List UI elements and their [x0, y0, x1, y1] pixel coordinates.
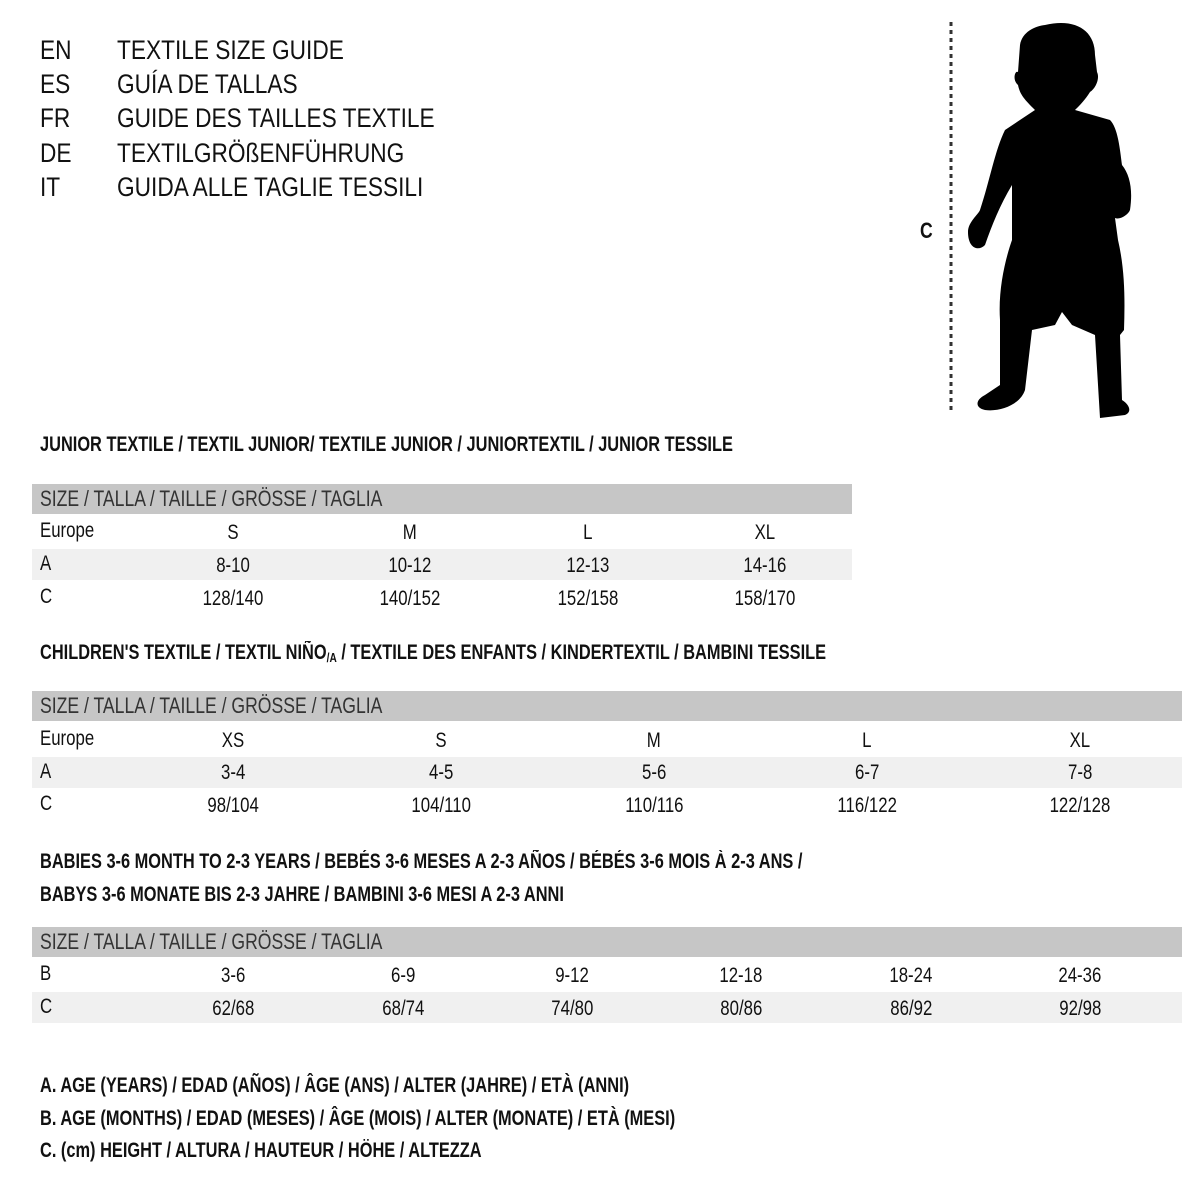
legend-c: C. (cm) HEIGHT / ALTURA / HAUTEUR / HÖHE…: [40, 1139, 482, 1162]
table-cell: 9-12: [555, 964, 589, 987]
table-cell: 5-6: [641, 761, 667, 784]
table-cell: 6-7: [854, 761, 880, 784]
title-de: TEXTILGRÖßENFÜHRUNG: [117, 138, 405, 168]
table-cell: 6-9: [390, 964, 416, 987]
babies-size-header: SIZE / TALLA / TAILLE / GRÖSSE / TAGLIA: [32, 927, 1182, 957]
lang-code-it: IT: [40, 172, 61, 202]
table-cell: 98/104: [207, 794, 259, 817]
table-cell: 12-18: [719, 964, 763, 987]
table-cell: XL: [1069, 729, 1091, 752]
row-label: C: [40, 585, 53, 608]
row-label: A: [40, 552, 52, 575]
table-cell: 7-8: [1067, 761, 1093, 784]
junior-size-header: SIZE / TALLA / TAILLE / GRÖSSE / TAGLIA: [32, 484, 852, 514]
table-cell: 122/128: [1049, 794, 1111, 817]
legend-b: B. AGE (MONTHS) / EDAD (MESES) / ÂGE (MO…: [40, 1107, 676, 1130]
table-cell: 68/74: [381, 997, 425, 1020]
title-es: GUÍA DE TALLAS: [117, 69, 298, 99]
title-fr: GUIDE DES TAILLES TEXTILE: [117, 103, 435, 133]
table-cell: 10-12: [388, 554, 432, 577]
table-cell: 140/152: [379, 587, 441, 610]
row-label: Europe: [40, 519, 95, 542]
table-cell: 12-13: [566, 554, 610, 577]
height-measure-label: C: [920, 218, 933, 243]
table-cell: M: [647, 729, 661, 752]
babies-heading-line2: BABYS 3-6 MONATE BIS 2-3 JAHRE / BAMBINI…: [40, 883, 564, 906]
table-cell: 14-16: [743, 554, 787, 577]
table-cell: XL: [754, 521, 776, 544]
table-cell: 80/86: [719, 997, 763, 1020]
table-cell: L: [862, 729, 872, 752]
table-cell: 158/170: [734, 587, 796, 610]
table-cell: L: [583, 521, 593, 544]
row-label: C: [40, 995, 53, 1018]
table-cell: 92/98: [1058, 997, 1102, 1020]
lang-code-fr: FR: [40, 103, 71, 133]
table-cell: 4-5: [428, 761, 454, 784]
table-cell: 3-4: [220, 761, 246, 784]
row-label: Europe: [40, 727, 95, 750]
lang-code-es: ES: [40, 69, 71, 99]
children-size-header: SIZE / TALLA / TAILLE / GRÖSSE / TAGLIA: [32, 691, 1182, 721]
table-cell: 86/92: [889, 997, 933, 1020]
table-cell: S: [227, 521, 239, 544]
table-cell: 62/68: [211, 997, 255, 1020]
title-en: TEXTILE SIZE GUIDE: [117, 35, 344, 65]
row-label: B: [40, 962, 52, 985]
table-cell: 116/122: [837, 794, 897, 817]
table-cell: 24-36: [1058, 964, 1102, 987]
row-label: A: [40, 760, 52, 783]
table-cell: 3-6: [220, 964, 246, 987]
row-label: C: [40, 792, 53, 815]
baby-silhouette-icon: [949, 22, 1132, 418]
table-cell: M: [403, 521, 417, 544]
babies-heading-line1: BABIES 3-6 MONTH TO 2-3 YEARS / BEBÉS 3-…: [40, 850, 803, 873]
lang-code-de: DE: [40, 138, 72, 168]
table-cell: S: [435, 729, 447, 752]
legend-a: A. AGE (YEARS) / EDAD (AÑOS) / ÂGE (ANS)…: [40, 1074, 630, 1097]
table-cell: 104/110: [411, 794, 471, 817]
table-cell: 8-10: [216, 554, 250, 577]
table-cell: 74/80: [550, 997, 594, 1020]
children-heading: CHILDREN'S TEXTILE / TEXTIL NIÑO/A / TEX…: [40, 641, 827, 665]
table-cell: 18-24: [889, 964, 933, 987]
junior-heading: JUNIOR TEXTILE / TEXTIL JUNIOR/ TEXTILE …: [40, 433, 733, 456]
lang-code-en: EN: [40, 35, 72, 65]
title-it: GUIDA ALLE TAGLIE TESSILI: [117, 172, 424, 202]
table-cell: XS: [221, 729, 245, 752]
table-cell: 128/140: [202, 587, 264, 610]
table-cell: 152/158: [557, 587, 619, 610]
table-cell: 110/116: [624, 794, 684, 817]
